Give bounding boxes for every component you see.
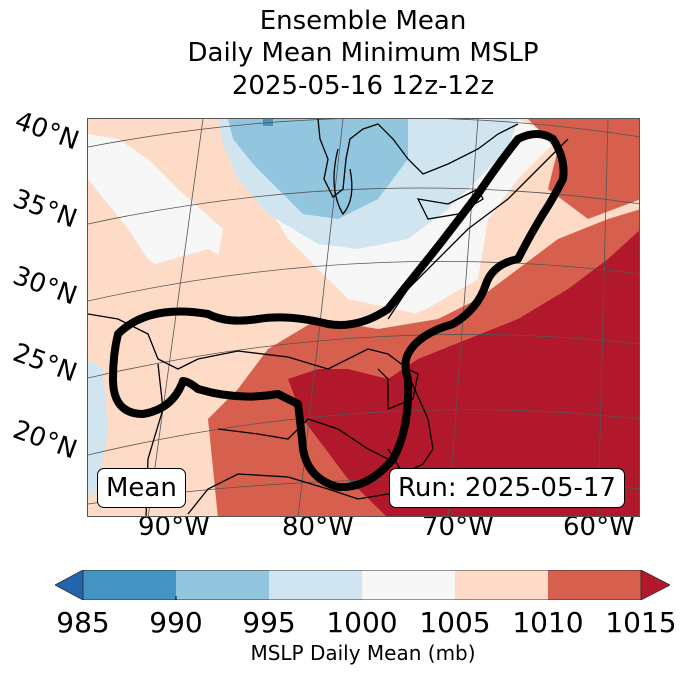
probability-contour <box>109 130 568 492</box>
colorbar-bin-1000-1005 <box>362 570 455 600</box>
meridian-60w <box>597 119 609 516</box>
lon-label-60w: 60°W <box>563 512 635 542</box>
run-label-box: Run: 2025-05-17 <box>389 468 625 508</box>
colorbar-bin-1005-1010 <box>455 570 548 600</box>
lon-label-80w: 80°W <box>282 512 354 542</box>
colorbar-tick-1005: 1005 <box>419 606 491 639</box>
field-990-995-lakes <box>228 119 408 219</box>
colorbar-bin-1010-1015 <box>548 570 641 600</box>
colorbar <box>55 570 670 600</box>
colorbar-tick-990: 990 <box>149 606 203 639</box>
colorbar-tick-995: 995 <box>242 606 296 639</box>
field-995-1000-west <box>88 359 108 499</box>
mean-label-box: Mean <box>97 468 186 508</box>
title-line-1: Ensemble Mean <box>259 6 467 36</box>
lat-label-40: 40°N <box>10 105 83 157</box>
colorbar-label: MSLP Daily Mean (mb) <box>250 641 476 665</box>
lat-label-30: 30°N <box>8 260 81 312</box>
colorbar-tick-1010: 1010 <box>512 606 584 639</box>
colorbar-tick-1000: 1000 <box>326 606 398 639</box>
colorbar-tick-985: 985 <box>56 606 110 639</box>
colorbar-tick-1015: 1015 <box>605 606 677 639</box>
field-over-1015 <box>288 230 639 516</box>
parallel-20 <box>88 409 639 456</box>
title-line-3: 2025-05-16 12z-12z <box>231 71 495 101</box>
lat-label-25: 25°N <box>8 337 81 389</box>
lon-label-90w: 90°W <box>138 512 210 542</box>
colorbar-under-arrow <box>55 570 84 600</box>
lat-label-20: 20°N <box>8 414 81 466</box>
mslp-field <box>88 119 639 516</box>
parallel-30 <box>88 260 639 302</box>
parallel-40 <box>88 119 639 148</box>
meridian-90w <box>147 119 204 516</box>
map-panel: Mean Run: 2025-05-17 <box>87 118 640 517</box>
colorbar-bin-985-990 <box>83 570 176 600</box>
lon-label-70w: 70°W <box>422 512 494 542</box>
colorbar-bin-995-1000 <box>269 570 362 600</box>
colorbar-bin-990-995 <box>176 570 269 600</box>
colorbar-over-arrow <box>640 570 670 600</box>
parallel-35 <box>88 187 639 225</box>
title-line-2: Daily Mean Minimum MSLP <box>187 38 539 68</box>
lat-label-35: 35°N <box>8 183 81 235</box>
